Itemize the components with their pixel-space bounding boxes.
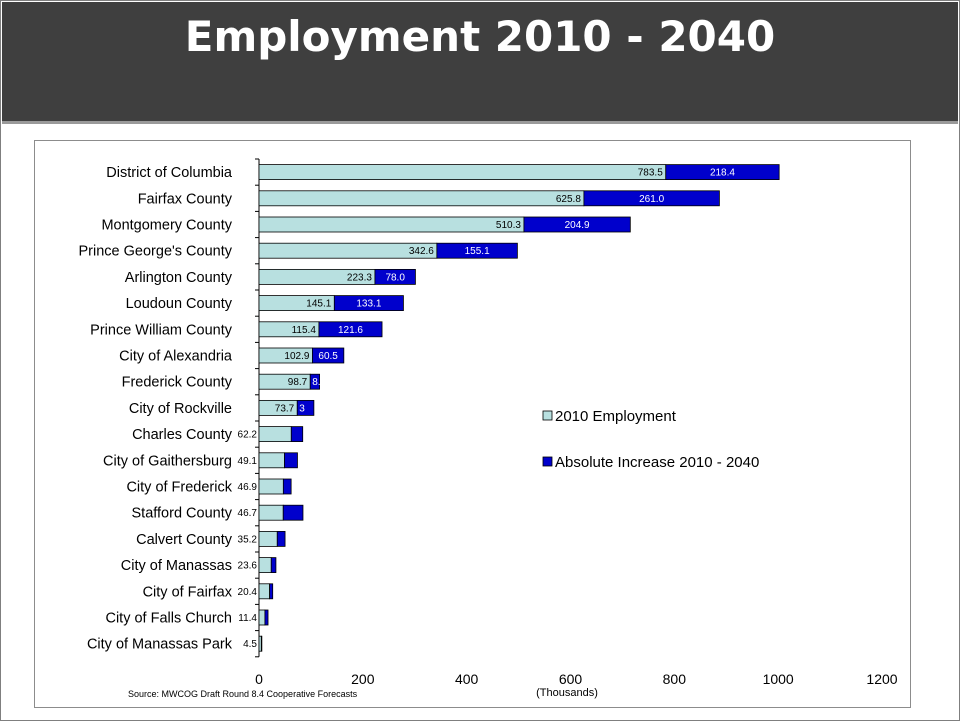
category-label: City of Falls Church (105, 611, 232, 627)
data-label-2010: 223.3 (347, 272, 372, 283)
bar-2010-employment (258, 164, 667, 181)
legend-swatch-increase (542, 456, 553, 467)
bar-2010-employment (258, 190, 585, 207)
category-label: Fairfax County (138, 191, 233, 207)
bar-2010-employment (258, 216, 525, 233)
bar-2010-employment (258, 531, 278, 547)
bar-absolute-increase (270, 557, 277, 573)
bar-absolute-increase (282, 504, 304, 521)
category-label: City of Gaithersburg (103, 453, 232, 469)
category-label: District of Columbia (106, 165, 233, 181)
legend-swatch-2010 (542, 410, 553, 421)
bar-absolute-increase (309, 373, 320, 390)
bar-2010-employment (258, 583, 270, 600)
x-tick-label: 200 (351, 671, 375, 687)
bar-absolute-increase (269, 583, 274, 600)
category-label: Montgomery County (101, 218, 232, 234)
category-label: Stafford County (132, 506, 233, 522)
chart-frame (34, 140, 911, 708)
bar-2010-employment (258, 426, 292, 443)
category-label: City of Alexandria (119, 349, 233, 365)
data-label-increase: 204.9 (565, 220, 590, 231)
bar-2010-employment (258, 609, 266, 626)
bar-absolute-increase (318, 321, 383, 338)
bar-absolute-increase (284, 452, 298, 469)
x-tick-label: 0 (255, 671, 263, 687)
category-label: City of Frederick (126, 480, 232, 496)
data-label-2010: 11.4 (238, 613, 257, 624)
data-label-2010: 783.5 (638, 168, 663, 179)
category-label: Prince William County (90, 322, 233, 338)
bar-2010-employment (258, 557, 272, 573)
data-label-2010: 115.4 (292, 325, 317, 336)
legend-label-increase: Absolute Increase 2010 - 2040 (555, 454, 759, 471)
bar-2010-employment (258, 504, 284, 521)
bar-absolute-increase (436, 242, 518, 259)
data-label-2010: 145.1 (306, 299, 331, 310)
bar-absolute-increase (282, 478, 292, 495)
bar-absolute-increase (276, 531, 286, 547)
category-label: Frederick County (122, 375, 233, 391)
category-label: City of Fairfax (143, 584, 233, 600)
source-note: Source: MWCOG Draft Round 8.4 Cooperativ… (128, 689, 358, 699)
data-label-increase: 218.4 (710, 168, 735, 179)
data-label-2010: 23.6 (238, 561, 258, 572)
category-label: Arlington County (125, 270, 233, 286)
x-tick-label: 600 (559, 671, 583, 687)
data-label-2010: 102.9 (284, 351, 309, 362)
bar-absolute-increase (583, 190, 720, 207)
data-label-2010: 625.8 (556, 194, 581, 205)
data-label-increase: 261.0 (639, 194, 664, 205)
category-label: Loudoun County (126, 296, 233, 312)
data-label-increase: 133.1 (356, 299, 381, 310)
bar-2010-employment (258, 478, 284, 495)
data-label-2010: 4.5 (243, 639, 257, 650)
bar-2010-employment (258, 452, 285, 469)
bar-absolute-increase (312, 347, 345, 364)
bar-absolute-increase (523, 216, 631, 233)
legend-label-2010: 2010 Employment (555, 408, 677, 425)
data-label-2010: 510.3 (496, 220, 521, 231)
data-label-increase: 78.0 (385, 272, 405, 283)
category-label: Calvert County (136, 532, 233, 548)
data-label-2010: 342.6 (409, 246, 434, 257)
bar-absolute-increase (296, 399, 315, 416)
data-label-increase: 3 (299, 403, 305, 414)
data-label-2010: 98.7 (288, 377, 308, 388)
x-tick-label: 1200 (866, 671, 897, 687)
category-label: Prince George's County (79, 244, 233, 260)
x-axis-label: (Thousands) (536, 687, 598, 699)
category-label: City of Rockville (129, 401, 232, 417)
data-label-2010: 46.9 (238, 482, 258, 493)
data-label-2010: 35.2 (238, 534, 258, 545)
bar-absolute-increase (264, 609, 269, 626)
x-tick-label: 400 (455, 671, 479, 687)
data-label-increase: 121.6 (338, 325, 363, 336)
x-tick-label: 800 (663, 671, 687, 687)
category-label: City of Manassas Park (87, 637, 233, 653)
data-label-2010: 20.4 (238, 587, 258, 598)
x-tick-label: 1000 (763, 671, 794, 687)
bar-absolute-increase (374, 268, 416, 285)
bar-absolute-increase (333, 295, 404, 312)
data-label-2010: 46.7 (238, 508, 258, 519)
data-label-2010: 62.2 (238, 430, 258, 441)
category-label: City of Manassas (121, 558, 232, 574)
category-label: Charles County (132, 427, 233, 443)
slide-title: Employment 2010 - 2040 (184, 12, 776, 61)
data-label-increase: 8. (312, 377, 320, 388)
bar-absolute-increase (260, 635, 263, 652)
data-label-increase: 60.5 (318, 351, 338, 362)
title-bar: Employment 2010 - 2040 (2, 2, 958, 124)
data-label-increase: 155.1 (465, 246, 490, 257)
data-label-2010: 49.1 (238, 456, 258, 467)
data-label-2010: 73.7 (275, 403, 295, 414)
bar-absolute-increase (290, 426, 304, 443)
bar-absolute-increase (665, 164, 780, 181)
